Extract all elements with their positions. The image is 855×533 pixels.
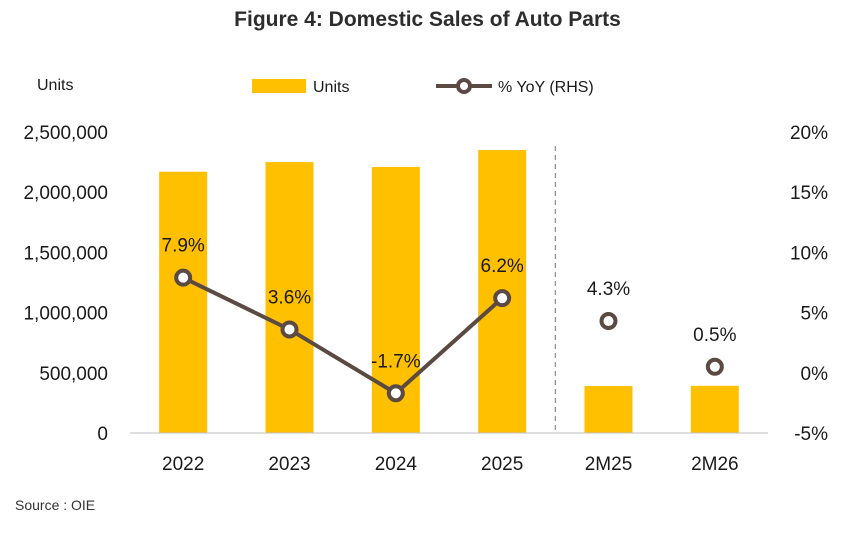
yoy-data-label: 0.5%	[693, 325, 736, 346]
left-axis: 0 500,000 1,000,000 1,500,000 2,000,000 2,500…	[23, 77, 108, 445]
left-tick-label: 1,500,000	[23, 243, 108, 264]
x-axis: 2022 2023 2024 2025 2M25 2M26	[130, 432, 768, 475]
yoy-data-label: 3.6%	[268, 287, 311, 308]
bar	[265, 162, 314, 433]
yoy-data-label: 7.9%	[162, 236, 205, 257]
left-tick-label: 1,000,000	[23, 304, 108, 325]
yoy-point	[386, 384, 405, 403]
left-tick-label: 2,000,000	[23, 183, 108, 204]
bar	[159, 171, 208, 433]
legend-swatch-units	[252, 79, 306, 93]
x-tick-label: 2023	[268, 454, 310, 475]
yoy-point	[493, 289, 512, 308]
right-axis: -5% 0% 5% 10% 15% 20%	[790, 123, 828, 445]
x-tick-label: 2022	[162, 454, 204, 475]
yoy-point	[705, 357, 724, 376]
chart-title: Figure 4: Domestic Sales of Auto Parts	[234, 8, 621, 31]
source-note: Source : OIE	[15, 497, 96, 513]
x-tick-label: 2024	[375, 454, 418, 475]
left-axis-title: Units	[37, 77, 73, 94]
yoy-data-label: 4.3%	[587, 279, 630, 300]
x-tick-label: 2M26	[691, 454, 739, 475]
left-tick-label: 2,500,000	[23, 123, 108, 144]
right-tick-label: 0%	[801, 364, 829, 385]
legend-label-units: Units	[313, 79, 349, 96]
yoy-polyline	[182, 275, 504, 396]
yoy-data-label: -1.7%	[371, 351, 421, 372]
right-tick-label: 10%	[790, 243, 828, 264]
right-tick-label: 5%	[801, 304, 829, 325]
left-tick-label: 500,000	[39, 364, 108, 385]
yoy-point	[174, 268, 193, 287]
bars	[159, 150, 739, 433]
legend: Units % YoY (RHS)	[252, 78, 594, 96]
right-tick-label: 20%	[790, 123, 828, 144]
yoy-point	[280, 320, 299, 339]
legend-swatch-yoy-marker	[456, 78, 472, 94]
yoy-line: 7.9% 3.6% -1.7% 6.2% 4.3% 0.5%	[162, 236, 737, 403]
left-tick-label: 0	[97, 424, 108, 445]
right-tick-label: 15%	[790, 183, 828, 204]
x-tick-label: 2025	[481, 454, 523, 475]
yoy-point	[599, 312, 618, 331]
legend-label-yoy: % YoY (RHS)	[498, 79, 594, 96]
bar	[690, 385, 739, 433]
bar	[584, 386, 633, 433]
yoy-data-label: 6.2%	[481, 256, 524, 277]
x-tick-label: 2M25	[585, 454, 633, 475]
right-tick-label: -5%	[794, 424, 828, 445]
